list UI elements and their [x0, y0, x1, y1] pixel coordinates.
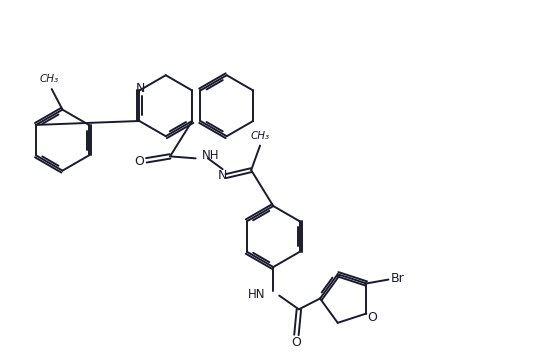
Text: O: O — [135, 155, 144, 168]
Text: NH: NH — [202, 149, 219, 162]
Text: N: N — [136, 82, 145, 95]
Text: HN: HN — [248, 288, 266, 301]
Text: CH₃: CH₃ — [40, 74, 59, 84]
Text: CH₃: CH₃ — [250, 131, 270, 141]
Text: O: O — [292, 336, 301, 349]
Text: O: O — [367, 311, 377, 324]
Text: Br: Br — [391, 272, 405, 285]
Text: N: N — [218, 169, 228, 182]
